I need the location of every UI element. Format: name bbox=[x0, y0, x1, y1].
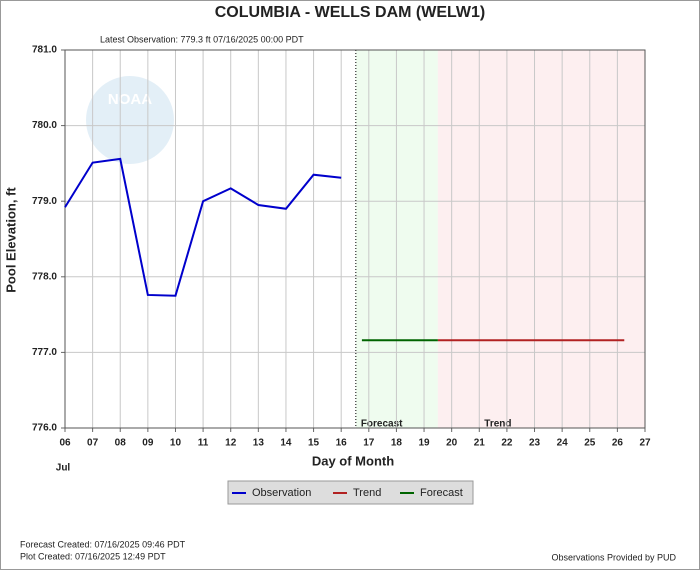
x-axis-label: Day of Month bbox=[312, 453, 394, 468]
subtitle: Latest Observation: 779.3 ft 07/16/2025 … bbox=[100, 34, 304, 44]
x-tick-label: 14 bbox=[280, 438, 292, 449]
x-tick-label: 10 bbox=[170, 438, 182, 449]
watermark: NOAA bbox=[108, 91, 152, 108]
x-tick-label: 27 bbox=[639, 438, 651, 449]
x-tick-label: 20 bbox=[446, 438, 458, 449]
y-tick-label: 781.0 bbox=[32, 45, 57, 56]
region-label: Trend bbox=[484, 419, 511, 430]
chart-title: COLUMBIA - WELLS DAM (WELW1) bbox=[215, 4, 485, 21]
y-tick-label: 778.0 bbox=[32, 271, 57, 282]
x-tick-label: 22 bbox=[501, 438, 513, 449]
x-tick-label: 12 bbox=[225, 438, 237, 449]
y-tick-label: 780.0 bbox=[32, 120, 57, 131]
x-tick-label: 13 bbox=[253, 438, 265, 449]
x-tick-label: 23 bbox=[529, 438, 541, 449]
y-tick-label: 776.0 bbox=[32, 423, 57, 434]
y-axis-label: Pool Elevation, ft bbox=[3, 187, 18, 293]
x-tick-label: 24 bbox=[557, 438, 569, 449]
x-tick-label: 19 bbox=[418, 438, 430, 449]
watermark-logo bbox=[86, 76, 174, 164]
footer-text: Plot Created: 07/16/2025 12:49 PDT bbox=[20, 551, 166, 561]
x-tick-label: 21 bbox=[474, 438, 486, 449]
footer-text: Forecast Created: 07/16/2025 09:46 PDT bbox=[20, 539, 186, 549]
x-tick-label: 26 bbox=[612, 438, 624, 449]
legend-label: Observation bbox=[252, 487, 311, 499]
x-tick-label: 06 bbox=[59, 438, 71, 449]
legend bbox=[227, 480, 474, 505]
x-tick-label: 15 bbox=[308, 438, 320, 449]
y-tick-label: 779.0 bbox=[32, 196, 57, 207]
month-label: Jul bbox=[56, 463, 71, 474]
footer-text: Observations Provided by PUD bbox=[551, 552, 676, 562]
plot-border bbox=[64, 49, 646, 429]
region-label: Forecast bbox=[361, 419, 403, 430]
legend-label: Trend bbox=[353, 487, 381, 499]
x-tick-label: 18 bbox=[391, 438, 403, 449]
series-line bbox=[64, 157, 342, 297]
region bbox=[437, 50, 645, 428]
x-tick-label: 16 bbox=[336, 438, 348, 449]
legend-label: Forecast bbox=[420, 487, 463, 499]
x-tick-label: 08 bbox=[115, 438, 127, 449]
y-tick-label: 777.0 bbox=[32, 347, 57, 358]
x-tick-label: 11 bbox=[198, 438, 209, 449]
x-tick-label: 07 bbox=[87, 438, 99, 449]
x-tick-label: 25 bbox=[584, 438, 596, 449]
x-tick-label: 09 bbox=[142, 438, 154, 449]
x-tick-label: 17 bbox=[363, 438, 375, 449]
